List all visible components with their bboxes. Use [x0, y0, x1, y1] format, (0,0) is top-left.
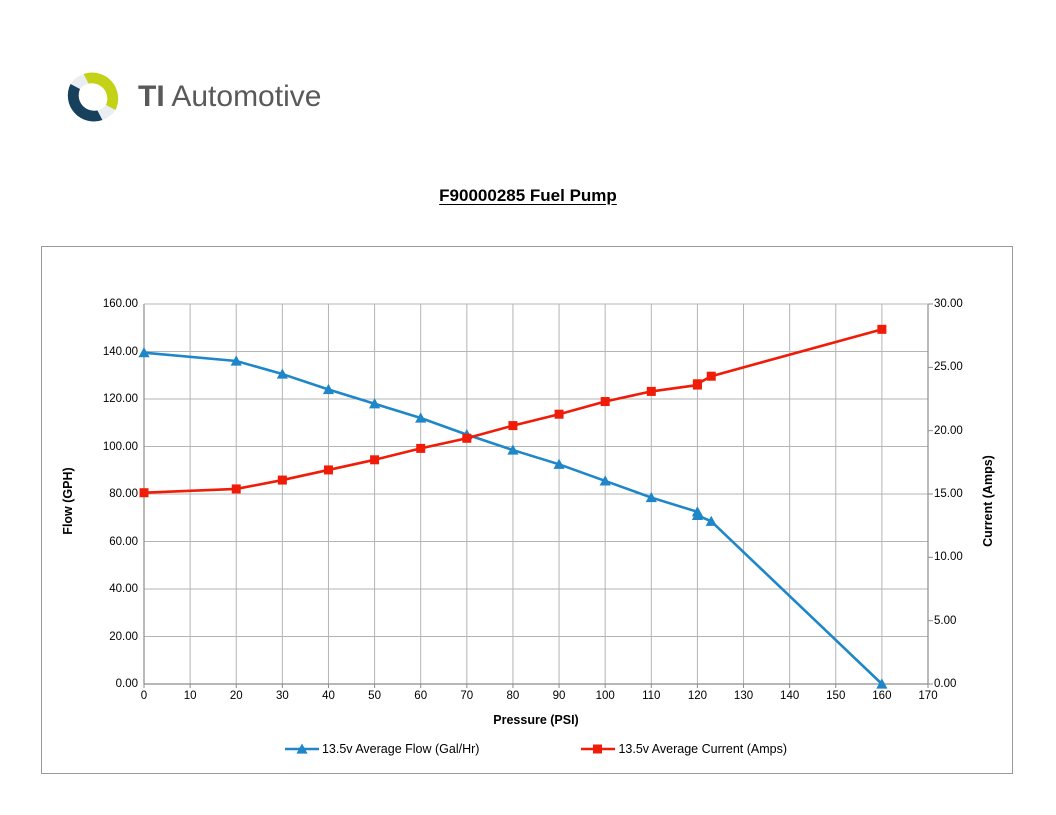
y-axis-right-title: Current (Amps) [981, 455, 995, 547]
x-axis-tick-label: 110 [642, 690, 661, 702]
brand-wordmark-automotive: Automotive [164, 80, 322, 113]
x-axis-tick-label: 0 [140, 690, 148, 702]
y-axis-left-tick-label: 20.00 [109, 630, 138, 643]
y-axis-left-title: Flow (GPH) [61, 467, 75, 535]
x-axis-tick-label: 170 [918, 690, 938, 702]
legend-triangle-marker-icon [284, 742, 319, 756]
chart-series-layer [138, 324, 888, 689]
chart-container: 0.00 20.00 40.00 60.00 80.00 100.00 120.00 140.… [41, 246, 1013, 774]
page-title-text: F90000285 Fuel Pump [439, 186, 617, 205]
x-axis-tick-label: 50 [368, 690, 381, 702]
y-axis-left-ticks: 0.00 20.00 40.00 60.00 80.00 100.00 120.00 140.… [82, 298, 138, 690]
legend-square-marker-icon [581, 742, 616, 756]
brand-wordmark-ti: TI [138, 80, 165, 113]
chart-legend: 13.5v Average Flow (Gal/Hr) 13.5v Average… [144, 742, 928, 756]
series-1-triangle [138, 347, 888, 689]
x-axis-tick-label: 40 [322, 690, 335, 702]
brand-wordmark: TI Automotive [138, 82, 321, 112]
legend-item-1[interactable]: 13.5v Average Flow (Gal/Hr) [284, 742, 480, 756]
x-axis-tick-label: 70 [460, 690, 474, 702]
x-axis-tick-label: 60 [414, 690, 428, 702]
x-axis-tick-label: 20 [229, 690, 243, 702]
y-axis-left-tick-label: 140.00 [102, 345, 138, 358]
y-axis-right-tick-label: 5.00 [934, 614, 957, 627]
ti-automotive-circular-logo-icon [62, 66, 124, 128]
y-axis-right-tick-label: 30.00 [934, 298, 963, 310]
page-title: F90000285 Fuel Pump [0, 186, 1056, 206]
x-axis-tick-label: 80 [506, 690, 520, 702]
x-axis-tick-label: 90 [552, 690, 566, 702]
y-axis-left-tick-label: 100.00 [102, 440, 138, 453]
brand-logo: TI Automotive [62, 66, 321, 128]
plot-area [138, 303, 933, 689]
legend-label: 13.5v Average Flow (Gal/Hr) [321, 742, 480, 756]
y-axis-right-tick-label: 15.00 [934, 488, 963, 500]
y-axis-left-tick-label: 0.00 [115, 678, 138, 690]
x-axis-tick-label: 150 [826, 690, 846, 702]
y-axis-right-tick-label: 10.00 [934, 551, 963, 564]
plot-wrap: 0.00 20.00 40.00 60.00 80.00 100.00 120.00 140.… [42, 247, 1014, 775]
y-axis-left-tick-label: 40.00 [109, 583, 138, 595]
y-axis-right-tick-label: 20.00 [934, 424, 963, 437]
y-axis-left-tick-label: 160.00 [102, 298, 138, 310]
y-axis-right-tick-label: 0.00 [934, 678, 957, 690]
x-axis-tick-label: 160 [872, 690, 892, 702]
x-axis-ticks: 0 10 20 30 40 50 60 70 80 90 100 110 120 130 140 150 160… [140, 690, 938, 710]
x-axis-tick-label: 10 [183, 690, 197, 702]
y-axis-left-tick-label: 80.00 [109, 488, 138, 500]
chart-gridlines [143, 303, 933, 688]
y-axis-right-tick-label: 25.00 [934, 361, 963, 374]
x-axis-tick-label: 120 [687, 690, 707, 702]
y-axis-left-tick-label: 60.00 [109, 535, 138, 548]
y-axis-right-ticks: 0.00 5.00 10.00 15.00 20.00 25.00 30.00 [934, 298, 990, 690]
x-axis-tick-label: 30 [275, 690, 289, 702]
x-axis-tick-label: 140 [780, 690, 800, 702]
x-axis-title: Pressure (PSI) [493, 713, 579, 727]
legend-item-2[interactable]: 13.5v Average Current (Amps) [581, 742, 787, 756]
x-axis-tick-label: 130 [733, 690, 754, 702]
y-axis-left-tick-label: 120.00 [102, 393, 138, 405]
x-axis-tick-label: 100 [595, 690, 615, 702]
legend-label: 13.5v Average Current (Amps) [618, 742, 788, 756]
series-2-square [139, 324, 887, 498]
